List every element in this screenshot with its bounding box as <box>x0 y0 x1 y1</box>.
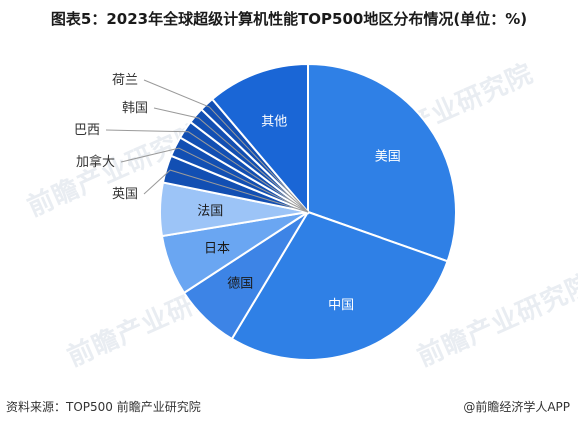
leader-韩国 <box>153 107 309 213</box>
leader-巴西 <box>105 129 309 213</box>
label-韩国: 韩国 <box>122 101 148 116</box>
label-德国: 德国 <box>227 276 253 291</box>
slice-中国 <box>230 210 449 361</box>
pie-slices <box>159 62 457 361</box>
label-英国: 英国 <box>112 187 138 202</box>
leader-英国 <box>143 169 309 213</box>
slice-其他 <box>210 62 309 215</box>
label-中国: 中国 <box>328 298 354 313</box>
label-法国: 法国 <box>197 204 223 219</box>
label-日本: 日本 <box>204 241 230 256</box>
source-note: 资料来源：TOP500 前瞻产业研究院 <box>6 400 201 414</box>
leader-加拿大 <box>120 147 309 213</box>
label-巴西: 巴西 <box>74 123 100 138</box>
label-其他: 其他 <box>261 114 287 129</box>
leader-lines <box>105 79 309 213</box>
slice-美国 <box>307 62 457 263</box>
label-美国: 美国 <box>375 150 401 165</box>
chart-title: 图表5：2023年全球超级计算机性能TOP500地区分布情况(单位：%) <box>50 10 528 28</box>
label-加拿大: 加拿大 <box>76 154 115 170</box>
leader-荷兰 <box>143 79 309 213</box>
label-荷兰: 荷兰 <box>112 73 138 88</box>
brand-note: @前瞻经济学人APP <box>463 400 570 414</box>
